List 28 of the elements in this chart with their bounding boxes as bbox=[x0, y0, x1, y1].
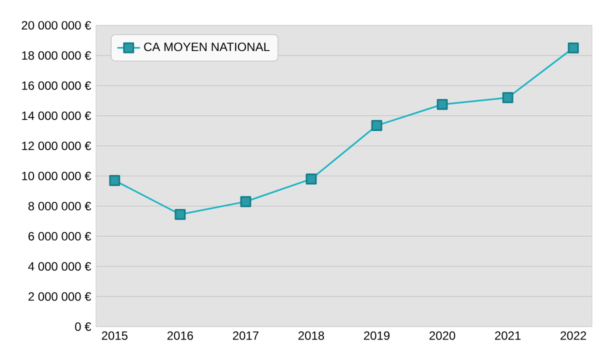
y-tick-label: 0 € bbox=[75, 322, 92, 331]
x-tick-label: 2016 bbox=[167, 331, 194, 340]
point bbox=[502, 92, 514, 103]
point bbox=[436, 98, 448, 110]
y-tick-label: 2 000 000 € bbox=[28, 292, 92, 301]
x-tick-label: 2022 bbox=[560, 331, 586, 340]
legend-label: CA MOYEN NATIONAL bbox=[144, 42, 270, 51]
point bbox=[174, 208, 186, 220]
x-tick-label: 2015 bbox=[102, 331, 128, 340]
y-tick-label: 16 000 000 € bbox=[22, 81, 92, 90]
y-tick-label: 8 000 000 € bbox=[28, 202, 92, 210]
y-tick-label: 12 000 000 € bbox=[22, 141, 92, 150]
x-tick-label: 2019 bbox=[364, 331, 390, 340]
point bbox=[109, 174, 120, 186]
point bbox=[306, 173, 317, 184]
x-tick-label: 2021 bbox=[495, 331, 521, 340]
point bbox=[240, 196, 252, 207]
x-tick-label: 2017 bbox=[232, 331, 258, 340]
point bbox=[371, 120, 382, 131]
y-tick-label: 6 000 000 € bbox=[28, 232, 92, 240]
y-tick-label: 20 000 000 € bbox=[22, 20, 92, 30]
x-tick-label: 2020 bbox=[430, 331, 456, 340]
y-tick-label: 10 000 000 € bbox=[22, 172, 92, 180]
y-tick-label: 4 000 000 € bbox=[28, 262, 92, 270]
y-tick-label: 14 000 000 € bbox=[22, 111, 92, 120]
point bbox=[568, 42, 579, 54]
x-tick-label: 2018 bbox=[298, 331, 324, 340]
y-tick-label: 18 000 000 € bbox=[22, 51, 92, 60]
